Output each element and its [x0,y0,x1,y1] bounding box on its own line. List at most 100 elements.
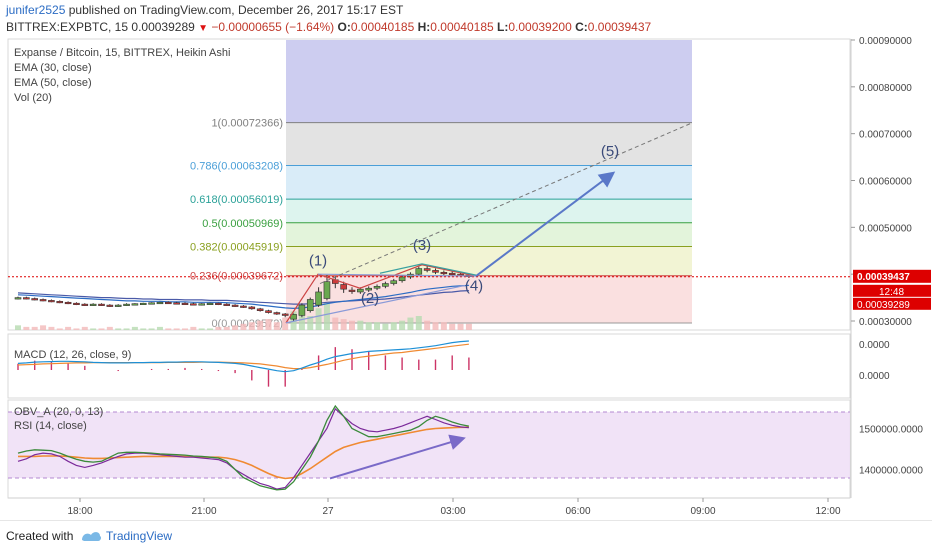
channel-upper-line [317,273,477,277]
volume-bar [374,322,381,330]
channel-lower-line [285,284,466,324]
last-price-tag [853,269,931,283]
header-line-1: junifer2525 published on TradingView.com… [6,3,403,17]
symbol-title: Expanse / Bitcoin, 15, BITTREX, Heikin A… [14,47,231,59]
candle-body [156,301,164,305]
volume-bar [357,320,364,330]
y-tick-label: 0.00050000 [859,223,912,234]
ema30-line [17,284,469,310]
volume-bar [315,308,322,330]
volume-bar [465,323,472,330]
candle-body [181,302,189,306]
candle-body [123,303,130,306]
candle-body [373,286,381,289]
fib-zone [286,222,692,247]
rsi-legend: RSI (14, close) [14,420,87,432]
volume-bar [382,323,389,330]
candle-body [281,313,289,316]
down-arrow-icon: ▼ [198,23,209,34]
volume-bar [349,320,355,330]
ema50-line [17,290,469,305]
candle-body [323,281,331,299]
wave3-triangle [379,263,477,276]
candle-body [298,304,306,316]
candle-body [348,289,356,292]
open-label: O: [337,20,351,34]
candle-body [98,303,105,306]
current-price-tag-label: 0.00039289 [857,300,910,311]
fib-level-label: 0.5(0.00050969) [202,218,283,230]
low-label: L: [497,20,509,34]
y-tick-label: 0.00030000 [859,317,912,328]
macd-line [17,340,469,373]
candle-body [165,301,172,305]
ema50-legend: EMA (50, close) [14,77,92,89]
volume-bar [81,326,88,330]
volume-bar [365,322,372,330]
macd-pane-bg [7,333,851,399]
tradingview-logo-icon [82,532,102,541]
open-value: 0.00040185 [350,20,415,34]
x-tick-label: 09:00 [690,506,715,517]
candle-body [423,268,431,271]
volume-bar [131,326,138,330]
volume-bar [449,323,456,330]
volume-bar [23,326,30,330]
last-price-tag-label: 0.00039437 [857,272,910,283]
candle-body [198,303,205,306]
volume-bar [15,325,21,330]
volume-bar [307,316,314,330]
volume-bar [215,326,222,330]
candle-body [357,288,364,293]
author-link[interactable]: junifer2525 [6,3,66,17]
fib-level-label: 0.786(0.00063208) [190,160,283,172]
candle-body [73,302,80,306]
volume-bar [207,328,214,330]
volume-bar [323,302,330,330]
header-line-2: BITTREX:EXPBTC, 15 0.00039289 ▼ −0.00000… [6,20,651,34]
candle-body [448,272,456,276]
fib-zone [286,275,692,324]
volume-bar [432,322,439,330]
candle-body [14,297,22,300]
macd-pane[interactable] [7,333,851,399]
chart-canvas[interactable]: 1(0.00072366) 0.786(0.00063208) 0.618(0.00… [0,36,932,520]
x-tick-label: 06:00 [565,506,590,517]
volume-bar [298,314,305,330]
published-text: published on TradingView.com, December 2… [68,3,404,17]
obv-line [17,404,470,491]
rsi-ma-line [18,426,469,480]
volume-bar [440,322,447,330]
ema30-legend: EMA (30, close) [14,62,92,74]
wave-label: (3) [413,237,431,254]
volume-bar [198,328,205,330]
countdown-tag-label: 12:48 [879,287,904,298]
price-pane[interactable]: 1(0.00072366) 0.786(0.00063208) 0.618(0.00… [7,38,851,331]
tradingview-link[interactable]: TradingView [106,529,173,543]
candle-body [48,300,55,303]
candle-body [398,276,406,282]
candle-body [415,268,423,275]
candle-body [206,302,214,306]
volume-bar [65,326,72,330]
footer: Created with TradingView [0,520,932,551]
volume-bar [248,322,255,330]
macd-legend: MACD (12, 26, close, 9) [14,349,132,361]
volume-bar [73,328,80,330]
change-value: −0.00000655 (−1.64%) [211,20,335,34]
volume-bar [40,325,47,330]
obv-rsi-pane[interactable] [7,399,851,499]
chart-header: junifer2525 published on TradingView.com… [0,0,932,36]
high-label: H: [417,20,431,34]
candle-body [89,303,97,306]
created-with-text: Created with [6,529,74,543]
candle-body [131,303,139,306]
wave-label: (5) [601,143,619,160]
volume-bar [282,317,289,330]
fib-zone [286,246,692,276]
candle-body [315,291,322,306]
y-tick-label: 0.00080000 [859,83,912,94]
y-tick-label: 0.00070000 [859,130,912,141]
volume-bar [407,317,414,330]
volume-bar [123,328,130,330]
